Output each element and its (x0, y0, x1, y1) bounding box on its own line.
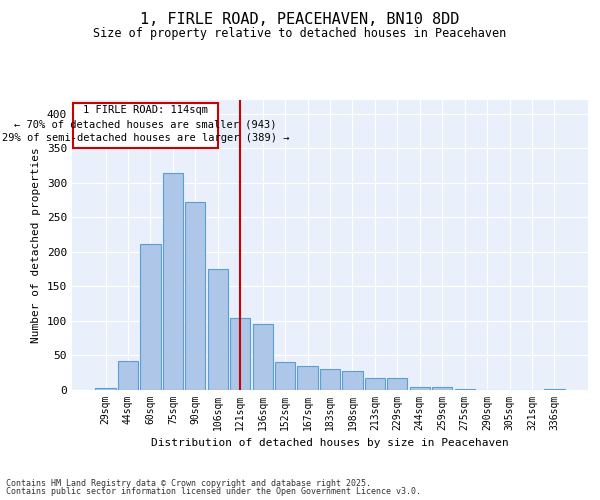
Bar (208, 269, 228, 390)
Bar (365, 378, 385, 390)
Text: 1 FIRLE ROAD: 114sqm: 1 FIRLE ROAD: 114sqm (83, 106, 208, 116)
Bar (95, 388, 116, 390)
Y-axis label: Number of detached properties: Number of detached properties (31, 147, 41, 343)
Bar (432, 386, 452, 390)
Text: ← 70% of detached houses are smaller (943): ← 70% of detached houses are smaller (94… (14, 119, 277, 129)
Text: Contains public sector information licensed under the Open Government Licence v3: Contains public sector information licen… (6, 487, 421, 496)
Bar (298, 366, 317, 390)
Bar (455, 388, 475, 390)
Text: 1, FIRLE ROAD, PEACEHAVEN, BN10 8DD: 1, FIRLE ROAD, PEACEHAVEN, BN10 8DD (140, 12, 460, 28)
Bar (320, 370, 340, 390)
Bar (343, 372, 362, 390)
Bar (163, 172, 183, 390)
X-axis label: Distribution of detached houses by size in Peacehaven: Distribution of detached houses by size … (151, 438, 509, 448)
Bar (387, 378, 407, 390)
Bar (544, 388, 565, 390)
Bar (275, 362, 295, 390)
Text: Size of property relative to detached houses in Peacehaven: Size of property relative to detached ho… (94, 28, 506, 40)
Bar (410, 386, 430, 390)
FancyBboxPatch shape (73, 104, 218, 148)
Bar (185, 202, 205, 390)
Bar (118, 361, 138, 390)
Text: Contains HM Land Registry data © Crown copyright and database right 2025.: Contains HM Land Registry data © Crown c… (6, 478, 371, 488)
Bar (253, 324, 273, 390)
Bar (140, 244, 161, 390)
Text: 29% of semi-detached houses are larger (389) →: 29% of semi-detached houses are larger (… (2, 133, 289, 143)
Bar (230, 318, 250, 390)
